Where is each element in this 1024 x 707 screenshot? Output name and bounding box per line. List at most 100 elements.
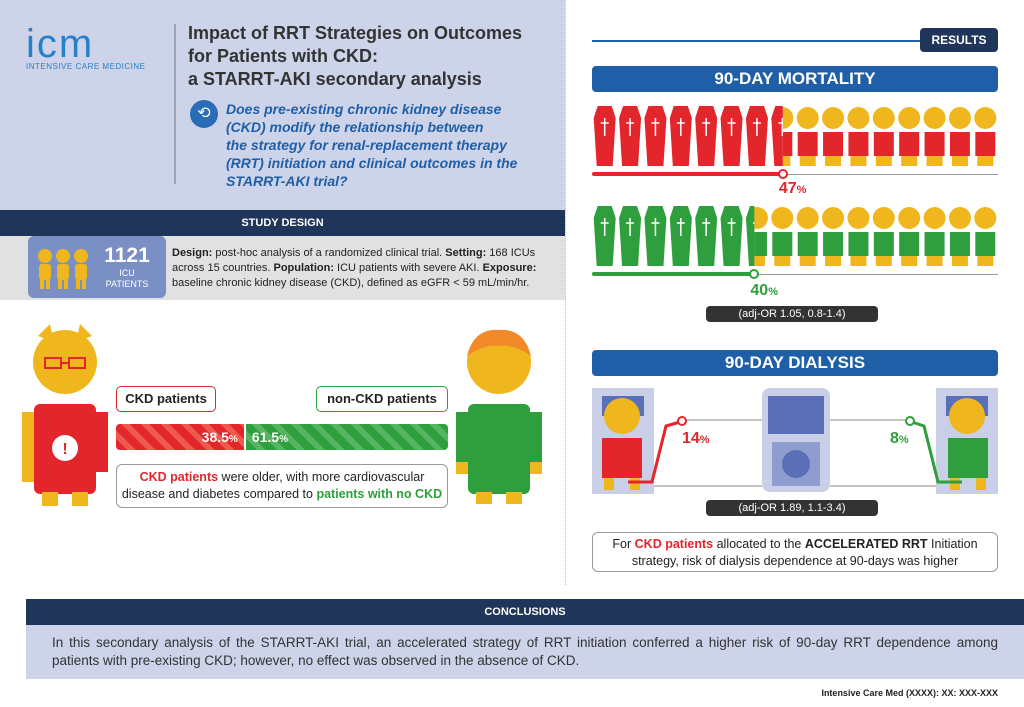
svg-text:!: ! (62, 441, 67, 458)
setting-text: 168 ICUs across 15 countries. (172, 247, 536, 274)
mortality-ckd-track (592, 174, 998, 175)
person-icon (948, 107, 971, 166)
logo: icm INTENSIVE CARE MEDICINE (26, 22, 166, 71)
dialysis-non-value: 8% (890, 430, 909, 448)
person-icon (847, 107, 870, 166)
header-panel (0, 0, 565, 210)
research-question: Does pre-existing chronic kidney disease… (226, 100, 556, 190)
title-line: for Patients with CKD: (188, 46, 379, 66)
person-icon (974, 207, 997, 266)
logo-sub: INTENSIVE CARE MEDICINE (26, 62, 146, 71)
pct-sign: % (796, 184, 807, 196)
title-line: Impact of RRT Strategies on Outcomes (188, 23, 523, 43)
results-rule (592, 40, 922, 42)
title-divider (174, 24, 176, 184)
mortality-non-marker (749, 269, 760, 279)
setting-label: Setting: (445, 247, 487, 259)
note-accel: ACCELERATED RRT (804, 537, 928, 551)
mortality-non-value: 40% (750, 282, 778, 300)
dialysis-or: (adj-OR 1.89, 1.1-3.4) (706, 500, 878, 516)
value-num: 47 (778, 180, 797, 197)
note-mid: were older, with more cardiovascular dis… (121, 470, 425, 501)
nonckd-share-bar: 61.5% (245, 424, 448, 450)
person-icon (872, 207, 895, 266)
mortality-ckd-pictogram (592, 104, 997, 170)
mortality-ckd-marker (777, 169, 788, 179)
pct-sign: % (699, 434, 710, 446)
coffin-group (593, 206, 755, 266)
nonckd-patient-figure (454, 326, 544, 511)
dialysis-note: For CKD patients allocated to the ACCELE… (592, 532, 998, 572)
pct-sign: % (228, 434, 238, 445)
patient-count-label: ICU (119, 268, 135, 278)
title-line: a STARRT-AKI secondary analysis (188, 69, 482, 89)
pct-sign: % (898, 434, 909, 446)
coffin-group (593, 106, 783, 166)
person-icon (923, 207, 946, 266)
note-pre: For (612, 537, 635, 551)
person-icon (872, 107, 895, 166)
question-line: (RRT) initiation and clinical outcomes i… (226, 155, 518, 171)
page-title: Impact of RRT Strategies on Outcomes for… (188, 22, 558, 91)
question-line: (CKD) modify the relationship between (226, 119, 484, 135)
note-ckd: CKD patients (139, 470, 219, 484)
person-icon (898, 207, 921, 266)
conclusions-header: CONCLUSIONS (26, 599, 1024, 625)
mortality-non-track (592, 274, 998, 275)
design-text: post-hoc analysis of a randomized clinic… (212, 247, 446, 259)
mortality-non-row (592, 204, 998, 275)
mortality-ckd-row (592, 104, 998, 175)
dialysis-diagram (592, 386, 998, 501)
exposure-text: baseline chronic kidney disease (CKD), d… (172, 277, 530, 289)
value-num: 40 (750, 282, 769, 299)
note-non: patients with no CKD (316, 487, 443, 501)
ckd-label: CKD patients (116, 386, 216, 412)
patient-count-card: 1121 ICU PATIENTS (28, 236, 166, 298)
conclusions-panel (26, 625, 1024, 679)
note-ckd: CKD patients (634, 537, 714, 551)
nonckd-label: non-CKD patients (316, 386, 448, 412)
population-label: Population: (273, 262, 335, 274)
mortality-or: (adj-OR 1.05, 0.8-1.4) (706, 306, 878, 322)
mortality-ckd-fill (592, 172, 783, 176)
patient-count-label: PATIENTS (105, 279, 149, 289)
nonckd-share-value: 61.5 (251, 429, 280, 445)
question-icon: ⟲ (190, 100, 218, 128)
results-tag: RESULTS (920, 28, 998, 52)
mortality-heading: 90-DAY MORTALITY (592, 66, 998, 92)
exposure-label: Exposure: (482, 262, 537, 274)
note-mid: allocated to the (713, 537, 805, 551)
design-label: Design: (172, 247, 213, 259)
question-line: STARRT-AKI trial? (226, 173, 348, 189)
person-icon (974, 107, 997, 166)
dialysis-heading: 90-DAY DIALYSIS (592, 350, 998, 376)
ckd-share-bar: 38.5% (116, 424, 244, 450)
pct-sign: % (279, 434, 288, 445)
study-design-text: Design: post-hoc analysis of a randomize… (172, 246, 558, 291)
person-icon (796, 107, 819, 166)
coffin-icon (771, 106, 783, 166)
column-divider (565, 0, 566, 585)
person-icon (822, 207, 845, 266)
ckd-share-value: 38.5 (201, 429, 229, 445)
value-num: 8 (890, 430, 899, 447)
note-post: Initiation strategy, risk of dialysis de… (631, 537, 978, 568)
person-icon (898, 107, 921, 166)
logo-main: icm (26, 22, 95, 66)
mortality-non-fill (592, 272, 755, 276)
person-icon (822, 107, 845, 166)
person-icon (771, 207, 794, 266)
pct-sign: % (768, 286, 778, 298)
patient-count: 1121 (104, 244, 150, 267)
groups-note: CKD patients were older, with more cardi… (116, 464, 448, 508)
person-icon (948, 207, 971, 266)
person-icon (847, 207, 870, 266)
population-text: ICU patients with severe AKI. (334, 262, 483, 274)
question-line: the strategy for renal-replacement thera… (226, 137, 507, 153)
mortality-ckd-value: 47% (779, 180, 807, 198)
ckd-patient-figure: ! (20, 322, 110, 517)
study-design-header: STUDY DESIGN (0, 210, 565, 236)
conclusions-text: In this secondary analysis of the STARRT… (52, 635, 998, 668)
patients-icon (36, 248, 90, 295)
mortality-non-pictogram (592, 204, 997, 270)
